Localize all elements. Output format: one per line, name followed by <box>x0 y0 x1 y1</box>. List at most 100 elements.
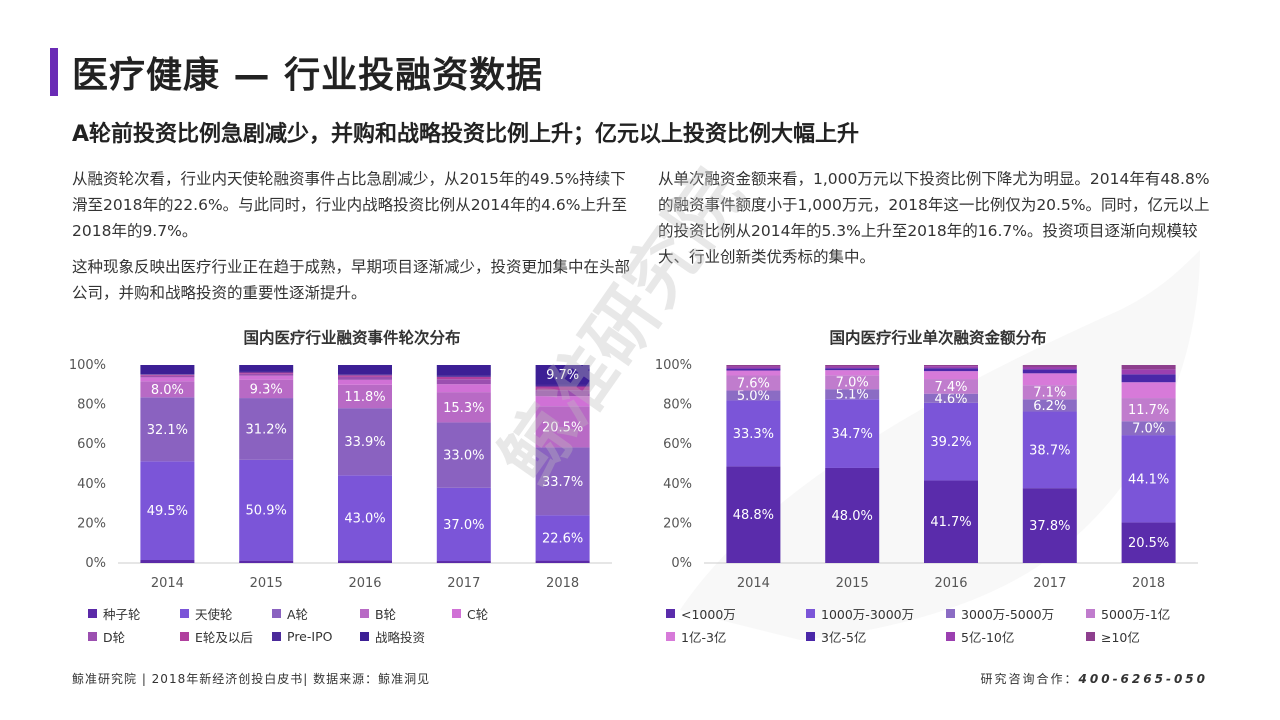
data-label: 4.6% <box>934 392 967 407</box>
legend-item: 3000万-5000万 <box>946 604 1086 623</box>
bar-segment <box>726 375 781 391</box>
data-label: 38.7% <box>1029 443 1070 458</box>
bar-segment <box>726 400 781 467</box>
legend-label: <1000万 <box>681 607 736 622</box>
data-label: 33.7% <box>542 475 583 490</box>
chart-title-amounts: 国内医疗行业单次融资金额分布 <box>829 329 1047 347</box>
bar-segment <box>1022 366 1077 370</box>
bar-segment <box>239 560 294 563</box>
bar-segment <box>1121 435 1176 523</box>
bar-segment <box>924 371 978 380</box>
bar-segment <box>825 370 880 376</box>
page-title: 医疗健康 — 行业投融资数据 <box>72 55 544 96</box>
data-label: 20.5% <box>542 420 583 435</box>
legend-label: 战略投资 <box>375 630 426 645</box>
bar-segment <box>726 365 781 367</box>
bar-segment <box>239 372 294 374</box>
legend-swatch <box>666 632 675 641</box>
y-tick-label: 40% <box>77 477 106 492</box>
data-label: 5.1% <box>836 388 869 403</box>
amounts-stacked-bar-chart: 0% 20% 40% 60% 80% 100% 48.8% 33.3% 5.0%7.6% 2014… <box>655 358 1198 591</box>
legend-swatch <box>806 632 815 641</box>
bar-segment <box>825 368 880 371</box>
y-tick-label: 0% <box>85 556 106 571</box>
bar-segment <box>436 487 491 562</box>
bar-segment <box>1121 374 1176 383</box>
bar-segment <box>239 365 294 372</box>
data-label: 6.2% <box>1033 399 1066 414</box>
footer-contact-phone: 400-6265-050 <box>1078 672 1208 686</box>
rounds-chart-legend: 种子轮 天使轮 A轮 B轮 C轮 D轮 E轮及以后 Pre-IPO 战略投资 <box>88 604 542 646</box>
bar-segment <box>436 376 491 380</box>
bar-segment <box>436 379 491 385</box>
bar-segment <box>239 379 294 399</box>
bar-segment <box>924 480 978 563</box>
x-tick-label: 2018 <box>1132 576 1165 591</box>
bar-segment <box>924 368 978 372</box>
data-label: 9.3% <box>250 382 283 397</box>
legend-label: 5000万-1亿 <box>1101 607 1171 622</box>
x-tick-label: 2018 <box>546 576 579 591</box>
legend-swatch <box>666 609 675 618</box>
bar-segment <box>1022 411 1077 489</box>
y-tick-label: 100% <box>69 358 106 373</box>
bar-segment <box>140 375 195 378</box>
legend-label: E轮及以后 <box>195 630 253 645</box>
data-label: 32.1% <box>147 423 188 438</box>
footer-contact: 研究咨询合作：400-6265-050 <box>981 670 1208 687</box>
bar-segment <box>924 402 978 481</box>
legend-label: C轮 <box>467 607 489 622</box>
bar-segment <box>338 384 392 409</box>
y-tick-label: 40% <box>663 477 692 492</box>
bar-segment <box>239 373 294 376</box>
legend-item: Pre-IPO <box>272 627 360 646</box>
data-label: 7.0% <box>836 376 869 391</box>
legend-item: 5亿-10亿 <box>946 627 1086 646</box>
data-label: 37.8% <box>1029 519 1070 534</box>
bar-segment <box>436 375 491 377</box>
bar-segment <box>1022 385 1077 400</box>
bar-segment <box>825 365 880 367</box>
bar-segment <box>140 377 195 382</box>
bar-segment <box>726 370 781 376</box>
legend-item: 3亿-5亿 <box>806 627 946 646</box>
bar-segment <box>436 561 491 563</box>
bar-segment <box>436 392 491 423</box>
legend-swatch <box>272 609 281 618</box>
footer-contact-label: 研究咨询合作： <box>980 672 1079 686</box>
legend-swatch <box>180 609 189 618</box>
bar-segment <box>1022 488 1077 563</box>
y-tick-label: 0% <box>671 556 692 571</box>
legend-label: Pre-IPO <box>287 629 333 644</box>
bar-segment <box>726 366 781 369</box>
bar-segment <box>535 447 590 516</box>
legend-swatch <box>946 632 955 641</box>
legend-label: D轮 <box>103 630 126 645</box>
bar-segment <box>239 459 294 561</box>
y-tick-label: 100% <box>655 358 692 373</box>
x-tick-label: 2014 <box>151 576 184 591</box>
bar-segment <box>338 379 392 385</box>
data-label: 33.0% <box>443 449 484 464</box>
y-tick-label: 60% <box>77 437 106 452</box>
bar-segment <box>338 374 392 376</box>
bar-segment <box>239 375 294 380</box>
legend-item: ≥10亿 <box>1086 627 1196 646</box>
legend-label: 1亿-3亿 <box>681 630 727 645</box>
legend-swatch <box>88 632 97 641</box>
legend-label: 种子轮 <box>103 607 141 622</box>
bar-segment <box>1022 399 1077 412</box>
data-label: 34.7% <box>832 427 873 442</box>
y-tick-label: 60% <box>663 437 692 452</box>
bar-segment <box>140 365 195 375</box>
bar-segment <box>1022 365 1077 367</box>
x-tick-label: 2016 <box>348 576 381 591</box>
bar-segment <box>726 466 781 563</box>
x-tick-label: 2016 <box>934 576 967 591</box>
legend-swatch <box>180 632 189 641</box>
legend-swatch <box>806 609 815 618</box>
legend-item: C轮 <box>452 604 542 623</box>
paragraph-right-1: 从单次融资金额来看，1,000万元以下投资比例下降尤为明显。2014年有48.8… <box>658 170 1210 266</box>
legend-label: B轮 <box>375 607 397 622</box>
data-label: 15.3% <box>443 401 484 416</box>
